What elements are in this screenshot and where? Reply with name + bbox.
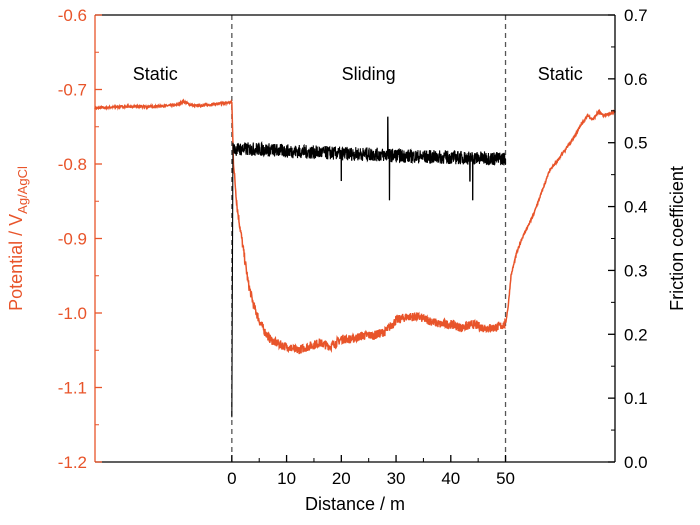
left-tick-label: -1.2 xyxy=(58,453,87,472)
left-tick-label: -0.9 xyxy=(58,230,87,249)
left-axis-title-sub: Ag/AgCl xyxy=(15,166,30,214)
series-potential xyxy=(94,98,616,355)
right-tick-label: 0.4 xyxy=(624,198,648,217)
right-tick-label: 0.3 xyxy=(624,261,648,280)
x-tick-label: 40 xyxy=(441,469,460,488)
region-label-2: Static xyxy=(538,64,583,84)
left-axis-title-main: Potential / V xyxy=(6,214,26,311)
x-axis-title: Distance / m xyxy=(305,494,405,514)
chart-text: -0.6 -0.7 -0.8 -0.9 -1.0 -1.1 -1.2 0.7 0.6 0.5 0.4… xyxy=(6,6,687,514)
x-tick-label: 0 xyxy=(227,469,236,488)
left-tick-label: -0.8 xyxy=(58,155,87,174)
left-tick-label: -1.1 xyxy=(58,379,87,398)
region-label-1: Sliding xyxy=(342,64,396,84)
right-tick-label: 0.0 xyxy=(624,453,648,472)
right-tick-label: 0.5 xyxy=(624,134,648,153)
right-tick-label: 0.2 xyxy=(624,325,648,344)
right-tick-label: 0.6 xyxy=(624,70,648,89)
right-tick-label: 0.7 xyxy=(624,6,648,25)
right-tick-label: 0.1 xyxy=(624,389,648,408)
left-axis-title: Potential / VAg/AgCl xyxy=(6,166,30,311)
right-axis-title: Friction coefficient xyxy=(667,166,687,311)
series-friction xyxy=(231,116,507,418)
left-tick-label: -1.0 xyxy=(58,304,87,323)
x-tick-label: 20 xyxy=(332,469,351,488)
x-tick-label: 10 xyxy=(277,469,296,488)
x-tick-label: 30 xyxy=(387,469,406,488)
plot-area xyxy=(94,15,616,462)
axes xyxy=(94,14,616,463)
left-tick-label: -0.6 xyxy=(58,6,87,25)
x-tick-label: 50 xyxy=(496,469,515,488)
left-tick-label: -0.7 xyxy=(58,81,87,100)
region-label-0: Static xyxy=(133,64,178,84)
